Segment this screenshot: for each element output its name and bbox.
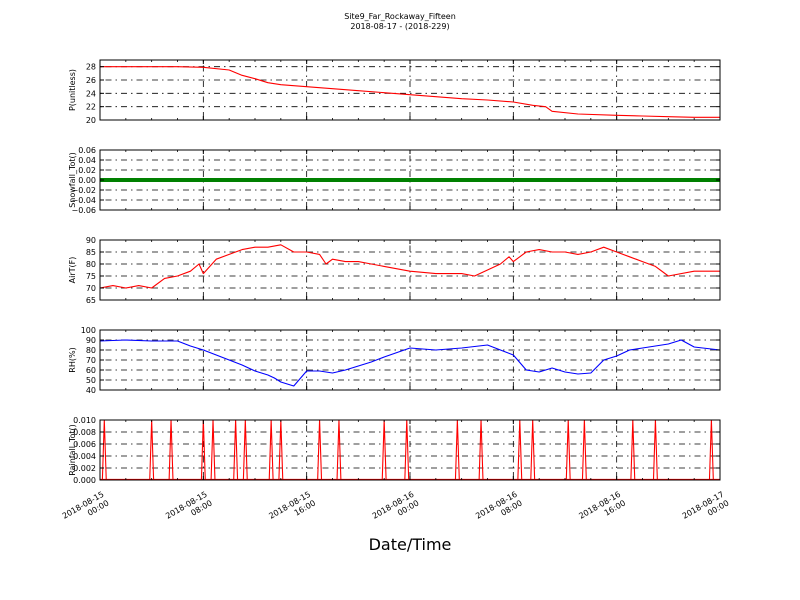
rain-spike (268, 419, 274, 481)
rain-spike (565, 419, 571, 481)
y-axis-label: Rainfall_Tot() (68, 424, 77, 476)
panel-5: 0.000 0.002 0.004 0.006 0.008 0.010Rainfall_T… (68, 416, 721, 485)
y-tick-label: 20 (86, 116, 96, 125)
panel-1: 20 22 24 26 28 P(unitless) (68, 59, 721, 125)
y-tick-label: 65 (86, 296, 96, 305)
y-tick-label: 85 (86, 248, 96, 257)
y-tick-label: 0.06 (78, 146, 96, 155)
y-tick-label: 70 (86, 356, 96, 365)
y-tick-label: 0.02 (78, 166, 96, 175)
x-axis-label: Date/Time (369, 535, 452, 554)
y-tick-label: −0.06 (71, 206, 96, 215)
rain-spike (200, 419, 206, 481)
rain-spike (242, 419, 248, 481)
y-tick-label: 0.010 (73, 416, 96, 425)
series-line (99, 244, 720, 289)
rain-spike (233, 419, 239, 481)
x-tick-label: 2018-08-1500:00 (61, 490, 111, 530)
rain-spike (454, 419, 460, 481)
x-tick-label: 2018-08-1600:00 (371, 490, 421, 530)
rain-spike (708, 419, 714, 481)
panel-3: 65 70 75 80 85 90 AirT(F) (68, 236, 721, 305)
panel-2: −0.06−0.04−0.020.000.020.040.06Snowfall_… (68, 146, 721, 215)
rain-spike (210, 419, 216, 481)
y-tick-label: 0.006 (73, 440, 96, 449)
y-tick-label: 60 (86, 366, 96, 375)
rain-spike (478, 419, 484, 481)
rain-spike (581, 419, 587, 481)
x-tick-label: 2018-08-1700:00 (681, 490, 731, 530)
rain-spike (336, 419, 342, 481)
y-tick-label: 90 (86, 336, 96, 345)
x-tick-label: 2018-08-1616:00 (577, 490, 627, 530)
y-tick-label: 75 (86, 272, 96, 281)
rain-spike (517, 419, 523, 481)
y-tick-label: 80 (86, 260, 96, 269)
rain-spike (168, 419, 174, 481)
series-line (100, 66, 720, 118)
y-tick-label: 0.002 (73, 464, 96, 473)
rain-spike (652, 419, 658, 481)
y-tick-label: 22 (86, 103, 96, 112)
y-tick-label: 0.008 (73, 428, 96, 437)
y-axis-label: P(unitless) (68, 69, 77, 111)
y-tick-label: 28 (86, 63, 96, 72)
y-tick-label: 70 (86, 284, 96, 293)
figure-title-line2: 2018-08-17 - (2018-229) (350, 22, 449, 31)
rain-spike (149, 419, 155, 481)
x-tick-label: 2018-08-1508:00 (164, 490, 214, 530)
shared-x-axis: 2018-08-1500:00 2018-08-1508:00 2018-08-15… (61, 490, 731, 530)
figure-title-line1: Site9_Far_Rockaway_Fifteen (344, 12, 456, 21)
y-tick-label: 0.004 (73, 452, 96, 461)
rain-spike (278, 419, 284, 481)
y-tick-label: −0.02 (71, 186, 96, 195)
rain-spike (381, 419, 387, 481)
y-tick-label: 100 (81, 326, 96, 335)
x-tick-label: 2018-08-1608:00 (474, 490, 524, 530)
x-tick-label: 2018-08-1516:00 (267, 490, 317, 530)
y-tick-label: 0.00 (78, 176, 96, 185)
rain-spike (530, 419, 536, 481)
y-tick-label: 80 (86, 346, 96, 355)
y-axis-label: RH(%) (68, 347, 77, 372)
rain-spike (317, 419, 323, 481)
y-tick-label: 0.04 (78, 156, 96, 165)
y-tick-label: 90 (86, 236, 96, 245)
y-tick-label: 26 (86, 76, 96, 85)
y-axis-label: AirT(F) (68, 257, 77, 284)
y-tick-label: −0.04 (71, 196, 96, 205)
y-tick-label: 24 (86, 89, 96, 98)
rain-spike (630, 419, 636, 481)
rain-spike (101, 419, 107, 481)
y-tick-label: 0.000 (73, 476, 96, 485)
y-axis-label: Snowfall_Tot() (68, 152, 77, 208)
y-tick-label: 50 (86, 376, 96, 385)
series-line (99, 339, 721, 387)
rain-spike (404, 419, 410, 481)
y-tick-label: 40 (86, 386, 96, 395)
subplot-stack: 2022242628P(unitless)−0.06−0.04−0.020.00… (68, 59, 721, 485)
